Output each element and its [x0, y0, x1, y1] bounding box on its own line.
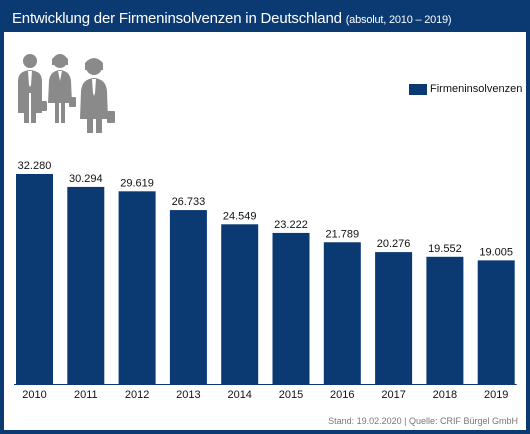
bar-2016	[323, 242, 361, 384]
bar-2018	[426, 256, 464, 384]
x-tick-label-2013: 2013	[176, 389, 200, 401]
x-tick-label-2014: 2014	[227, 389, 251, 401]
bar-2019	[477, 260, 515, 384]
title-bar: Entwicklung der Firmeninsolvenzen in Deu…	[4, 4, 526, 32]
x-tick-label-2019: 2019	[484, 389, 508, 401]
bar-2015	[272, 232, 310, 384]
data-label-2017: 20.276	[377, 238, 411, 250]
data-label-2013: 26.733	[172, 196, 206, 208]
x-tick-label-2012: 2012	[125, 389, 149, 401]
businessman-icon	[18, 54, 47, 123]
bar-2012	[118, 191, 156, 384]
x-tick-label-2017: 2017	[381, 389, 405, 401]
x-tick-label-2016: 2016	[330, 389, 354, 401]
data-label-2012: 29.619	[120, 177, 154, 189]
source-note: Stand: 19.02.2020 | Quelle: CRIF Bürgel …	[328, 416, 518, 426]
x-tick-label-2018: 2018	[433, 389, 457, 401]
x-tick-label-2011: 2011	[74, 389, 98, 401]
bar-chart: 32.280 2010 30.294 2011 29.619 2012 26.733 2013…	[14, 160, 517, 401]
legend-swatch	[409, 83, 427, 95]
x-tick-label-2010: 2010	[22, 389, 46, 401]
data-label-2010: 32.280	[18, 160, 52, 172]
business-people-icon	[18, 54, 115, 133]
data-label-2014: 24.549	[223, 210, 257, 222]
data-label-2015: 23.222	[274, 219, 308, 231]
chart-area: Firmeninsolvenzen 32.280 2010 30.294 2011 29…	[4, 32, 526, 430]
data-label-2011: 30.294	[69, 173, 103, 185]
bar-2014	[221, 224, 259, 384]
bar-2011	[67, 186, 105, 384]
bar-2010	[16, 174, 53, 384]
chart-title: Entwicklung der Firmeninsolvenzen in Deu…	[12, 10, 452, 27]
legend-label: Firmeninsolvenzen	[430, 83, 523, 95]
chart-legend: Firmeninsolvenzen	[409, 83, 522, 95]
bar-2013	[169, 210, 207, 384]
data-label-2019: 19.005	[479, 246, 513, 258]
data-label-2016: 21.789	[325, 228, 359, 240]
chart-title-text: Entwicklung der Firmeninsolvenzen in Deu…	[12, 10, 342, 27]
businesswoman-icon	[48, 54, 76, 123]
chart-subtitle: (absolut, 2010 – 2019)	[345, 14, 452, 26]
bar-2017	[375, 252, 413, 384]
businesswoman-icon	[80, 58, 115, 133]
x-tick-label-2015: 2015	[279, 389, 303, 401]
data-label-2018: 19.552	[428, 243, 462, 255]
